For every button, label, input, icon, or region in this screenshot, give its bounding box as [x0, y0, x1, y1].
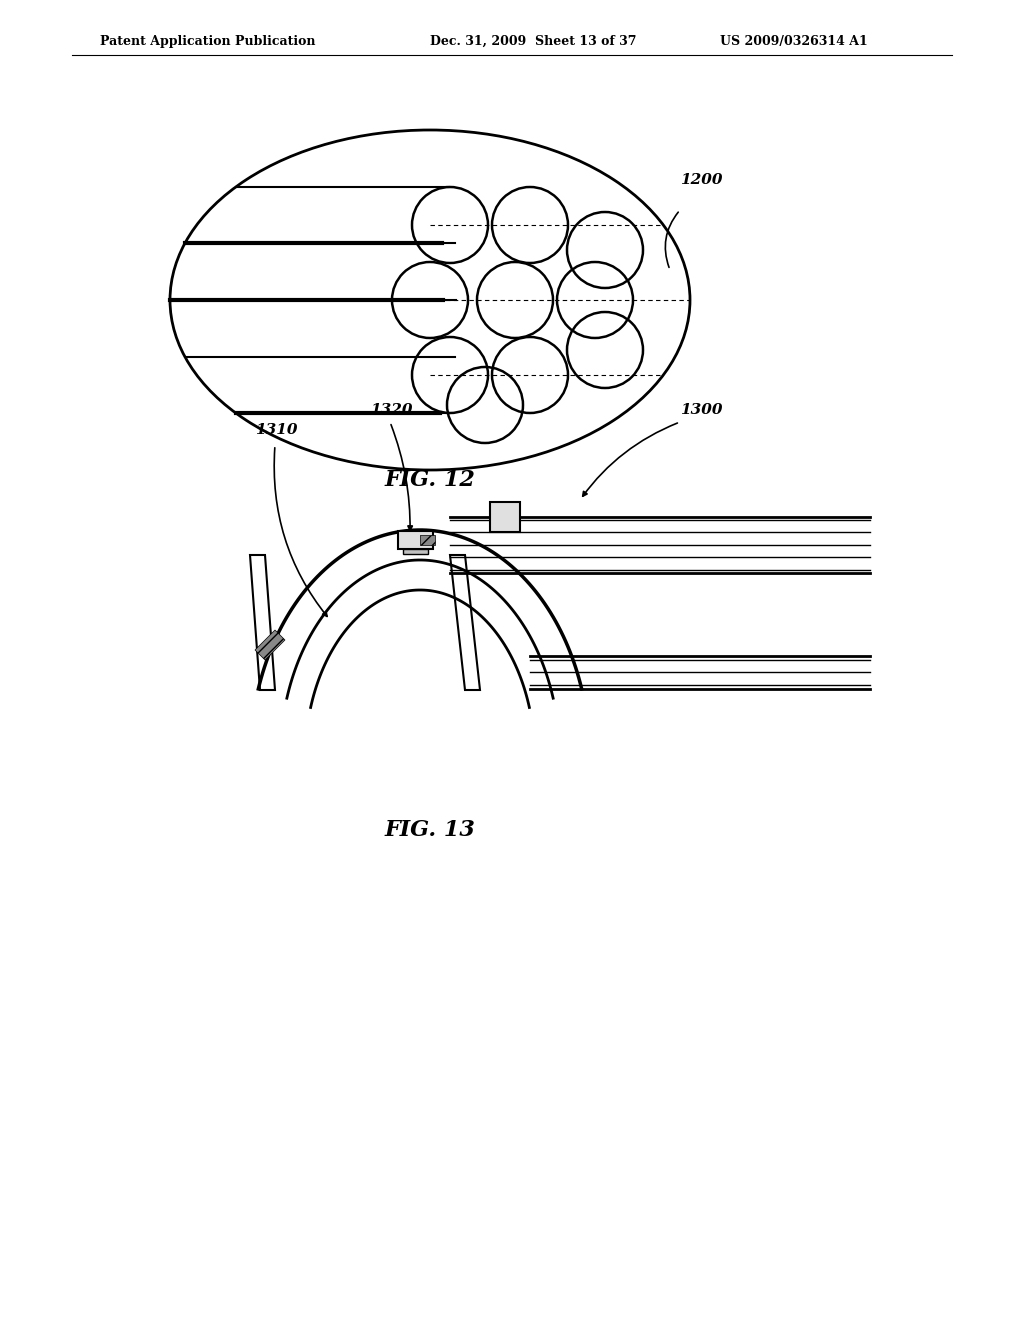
Bar: [490, 502, 520, 532]
FancyArrowPatch shape: [583, 422, 678, 496]
Text: US 2009/0326314 A1: US 2009/0326314 A1: [720, 36, 867, 48]
FancyArrowPatch shape: [274, 447, 327, 616]
FancyArrowPatch shape: [391, 425, 413, 531]
Text: Patent Application Publication: Patent Application Publication: [100, 36, 315, 48]
Bar: [403, 549, 428, 554]
Text: FIG. 13: FIG. 13: [385, 818, 475, 841]
Text: 1320: 1320: [370, 403, 413, 417]
Text: 1200: 1200: [680, 173, 723, 187]
Polygon shape: [420, 535, 435, 545]
FancyArrowPatch shape: [666, 213, 678, 268]
Text: 1310: 1310: [255, 422, 298, 437]
Text: 1300: 1300: [680, 403, 723, 417]
Bar: [398, 531, 433, 549]
Text: Dec. 31, 2009  Sheet 13 of 37: Dec. 31, 2009 Sheet 13 of 37: [430, 36, 637, 48]
Polygon shape: [255, 630, 285, 660]
Text: FIG. 12: FIG. 12: [385, 469, 475, 491]
